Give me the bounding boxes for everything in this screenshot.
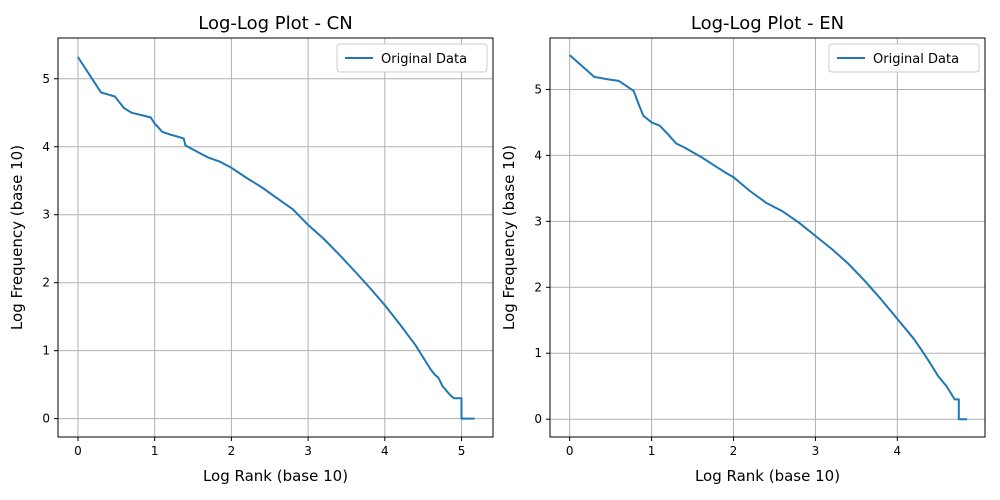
chart-cn-xlabel: Log Rank (base 10) bbox=[203, 467, 348, 485]
chart-en-ytick-label-4: 4 bbox=[534, 148, 542, 162]
chart-en-xtick-label-1: 1 bbox=[648, 444, 656, 458]
chart-en-ytick-label-5: 5 bbox=[534, 82, 542, 96]
chart-en-xlabel: Log Rank (base 10) bbox=[695, 467, 840, 485]
chart-cn-ytick-label-0: 0 bbox=[42, 412, 50, 426]
chart-en-xtick-label-3: 3 bbox=[812, 444, 820, 458]
chart-cn-xtick-label-4: 4 bbox=[381, 444, 389, 458]
chart-cn-title: Log-Log Plot - CN bbox=[198, 13, 352, 34]
chart-cn-xtick-label-2: 2 bbox=[228, 444, 236, 458]
chart-cn-ytick-label-4: 4 bbox=[42, 140, 50, 154]
chart-en-xtick-label-2: 2 bbox=[730, 444, 738, 458]
chart-en-ytick-label-2: 2 bbox=[534, 280, 542, 294]
chart-cn-axes-frame bbox=[57, 37, 494, 438]
chart-cn-ytick-label-1: 1 bbox=[42, 344, 50, 358]
chart-cn-ytick-label-3: 3 bbox=[42, 208, 50, 222]
chart-en-legend-label: Original Data bbox=[873, 52, 959, 67]
chart-cn-ylabel: Log Frequency (base 10) bbox=[8, 145, 26, 330]
chart-en-legend: Original Data bbox=[828, 43, 980, 73]
chart-en-ytick-label-3: 3 bbox=[534, 214, 542, 228]
chart-en-xtick-label-4: 4 bbox=[894, 444, 902, 458]
chart-en: 0 1 2 3 4 0 1 2 3 4 5 Log-Log Plot - EN Log Rank (ba… bbox=[500, 13, 986, 485]
chart-cn-xtick-label-5: 5 bbox=[458, 444, 466, 458]
chart-cn-ytick-label-5: 5 bbox=[42, 72, 50, 86]
chart-cn-xtick-label-0: 0 bbox=[74, 444, 82, 458]
chart-cn-xtick-label-1: 1 bbox=[151, 444, 159, 458]
chart-en-series-line-0 bbox=[569, 54, 967, 421]
chart-en-ylabel: Log Frequency (base 10) bbox=[500, 145, 518, 330]
chart-cn-legend-label: Original Data bbox=[381, 52, 467, 67]
chart-en-ytick-label-0: 0 bbox=[534, 412, 542, 426]
chart-cn-xtick-label-3: 3 bbox=[304, 444, 312, 458]
chart-cn-legend-box bbox=[336, 43, 488, 73]
chart-cn-legend: Original Data bbox=[336, 43, 488, 73]
chart-en-ytick-label-1: 1 bbox=[534, 346, 542, 360]
chart-en-legend-box bbox=[828, 43, 980, 73]
chart-en-title: Log-Log Plot - EN bbox=[691, 13, 844, 34]
chart-cn-ytick-label-2: 2 bbox=[42, 276, 50, 290]
chart-en-axes-frame bbox=[549, 37, 986, 438]
chart-cn-series-line-0 bbox=[77, 56, 475, 420]
chart-en-xtick-label-0: 0 bbox=[566, 444, 574, 458]
chart-cn: 0 1 2 3 4 5 0 1 2 3 4 5 Log-Log Plot - CN Log Rank (b… bbox=[8, 13, 494, 485]
